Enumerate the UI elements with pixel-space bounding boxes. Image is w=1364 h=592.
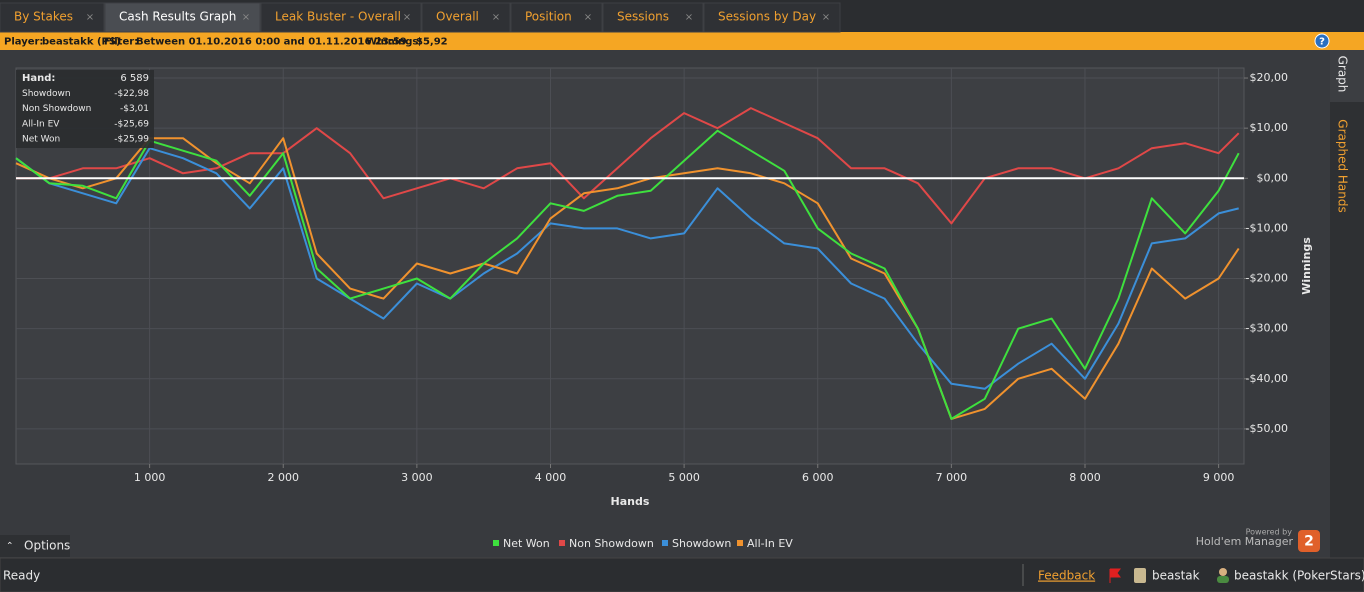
status-player: beastakk (PokerStars) bbox=[1234, 569, 1364, 583]
stats-label: Non Showdown bbox=[22, 104, 91, 114]
side-tab[interactable]: Graph bbox=[1336, 56, 1350, 93]
y-tick-label: $10,00 bbox=[1250, 121, 1289, 134]
logo-version: 2 bbox=[1304, 534, 1314, 550]
options-arrow: ⌃ bbox=[6, 542, 14, 552]
tab[interactable] bbox=[602, 2, 704, 33]
tab-close[interactable]: × bbox=[822, 12, 830, 23]
help-icon[interactable] bbox=[1314, 33, 1330, 49]
y-tick-label: -$10,00 bbox=[1246, 221, 1288, 234]
tab-label[interactable]: Position bbox=[525, 10, 572, 24]
filter-info: Player: beastakk (PS) Filter: Between 01… bbox=[4, 37, 448, 48]
stats-value: -$25,69 bbox=[114, 119, 149, 129]
legend-swatch bbox=[493, 540, 499, 546]
stats-label: Showdown bbox=[22, 89, 71, 99]
y-tick-label: -$20,00 bbox=[1246, 272, 1288, 285]
legend-label: Non Showdown bbox=[569, 537, 654, 550]
y-tick-label: -$30,00 bbox=[1246, 322, 1288, 335]
player: beastakk (PS) bbox=[42, 37, 121, 48]
filter: Between 01.10.2016 0:00 and 01.11.2016 2… bbox=[136, 37, 407, 48]
tab-close[interactable]: × bbox=[584, 12, 592, 23]
winnings: $5,92 bbox=[416, 37, 448, 48]
plot-area bbox=[15, 67, 1245, 465]
flag-icon bbox=[1109, 568, 1121, 583]
tab[interactable] bbox=[104, 2, 261, 33]
tab-close[interactable]: × bbox=[685, 12, 693, 23]
db-icon bbox=[1134, 568, 1146, 583]
legend-swatch bbox=[662, 540, 668, 546]
legend-label: Net Won bbox=[503, 537, 550, 550]
stats-bg bbox=[16, 70, 154, 148]
stats-value: -$25,99 bbox=[114, 135, 149, 145]
tab[interactable] bbox=[703, 2, 841, 33]
legend-swatch bbox=[737, 540, 743, 546]
side-tab[interactable]: Graphed Hands bbox=[1336, 119, 1350, 212]
x-tick-label: 7 000 bbox=[936, 471, 968, 484]
legend: Net Won Non Showdown Showdown All-In EV bbox=[493, 537, 793, 550]
tab-label[interactable]: Leak Buster - Overall bbox=[275, 10, 401, 24]
x-tick-label: 2 000 bbox=[267, 471, 299, 484]
stats-value: 6 589 bbox=[120, 73, 149, 84]
side-panel bbox=[1330, 50, 1364, 558]
options-label[interactable]: Options bbox=[24, 539, 70, 553]
status-user: beastak bbox=[1152, 569, 1200, 583]
x-axis-label: Hands bbox=[611, 495, 650, 508]
player-icon-body bbox=[1217, 576, 1229, 583]
x-tick-label: 3 000 bbox=[401, 471, 433, 484]
axes: -$50,00 -$40,00 -$30,00 -$20,00 -$10,00 $0,00… bbox=[134, 71, 1288, 484]
tab-close[interactable]: × bbox=[86, 12, 94, 23]
lines bbox=[15, 107, 1244, 420]
player-icon bbox=[1219, 568, 1227, 576]
options-button[interactable] bbox=[0, 535, 70, 557]
stats-label: All-In EV bbox=[22, 119, 60, 129]
x-tick-label: 9 000 bbox=[1203, 471, 1235, 484]
tab-label[interactable]: Sessions bbox=[617, 10, 669, 24]
legend-swatch bbox=[559, 540, 565, 546]
stats-box: Hand: 6 589 Showdown -$22,98 Non Showdown -$3… bbox=[16, 70, 154, 148]
tab-close[interactable]: × bbox=[492, 12, 500, 23]
feedback-link[interactable]: Feedback bbox=[1038, 569, 1095, 583]
tab[interactable] bbox=[421, 2, 511, 33]
y-tick-label: $0,00 bbox=[1257, 171, 1289, 184]
x-tick-label: 8 000 bbox=[1069, 471, 1101, 484]
legend-label: All-In EV bbox=[747, 537, 793, 550]
tab-label[interactable]: Cash Results Graph bbox=[119, 10, 236, 24]
stats-value: -$3,01 bbox=[120, 104, 149, 114]
stats-label: Net Won bbox=[22, 135, 60, 145]
tab-close[interactable]: × bbox=[403, 12, 411, 23]
y-tick-label: -$40,00 bbox=[1246, 372, 1288, 385]
stats-label: Hand: bbox=[22, 73, 55, 84]
y-axis-label: Winnings bbox=[1300, 237, 1313, 295]
tab[interactable] bbox=[510, 2, 603, 33]
y-tick-label: $20,00 bbox=[1250, 71, 1289, 84]
logo bbox=[1298, 530, 1320, 552]
winnings-label: Winnings: bbox=[366, 37, 422, 48]
filter-label: Filter: bbox=[104, 37, 138, 48]
x-tick-label: 4 000 bbox=[535, 471, 567, 484]
player-label: Player: bbox=[4, 37, 43, 48]
series-line bbox=[15, 129, 1240, 420]
tab-close[interactable]: × bbox=[242, 12, 250, 23]
tab[interactable] bbox=[0, 2, 105, 33]
tab-label[interactable]: By Stakes bbox=[14, 10, 73, 24]
legend-label: Showdown bbox=[672, 537, 731, 550]
status-state: Ready bbox=[3, 569, 40, 583]
y-tick-label: -$50,00 bbox=[1246, 422, 1288, 435]
stats-value: -$22,98 bbox=[114, 89, 149, 99]
filter-bar bbox=[0, 32, 1364, 50]
x-tick-label: 1 000 bbox=[134, 471, 166, 484]
x-tick-label: 5 000 bbox=[668, 471, 700, 484]
help-glyph: ? bbox=[1319, 37, 1325, 48]
x-tick-label: 6 000 bbox=[802, 471, 834, 484]
tab-label[interactable]: Sessions by Day bbox=[718, 10, 816, 24]
tab[interactable] bbox=[260, 2, 422, 33]
powered-by: Powered by bbox=[1246, 528, 1293, 537]
side-tab-active[interactable] bbox=[1330, 50, 1364, 102]
tab-label[interactable]: Overall bbox=[436, 10, 479, 24]
product: Hold'em Manager bbox=[1196, 535, 1294, 548]
